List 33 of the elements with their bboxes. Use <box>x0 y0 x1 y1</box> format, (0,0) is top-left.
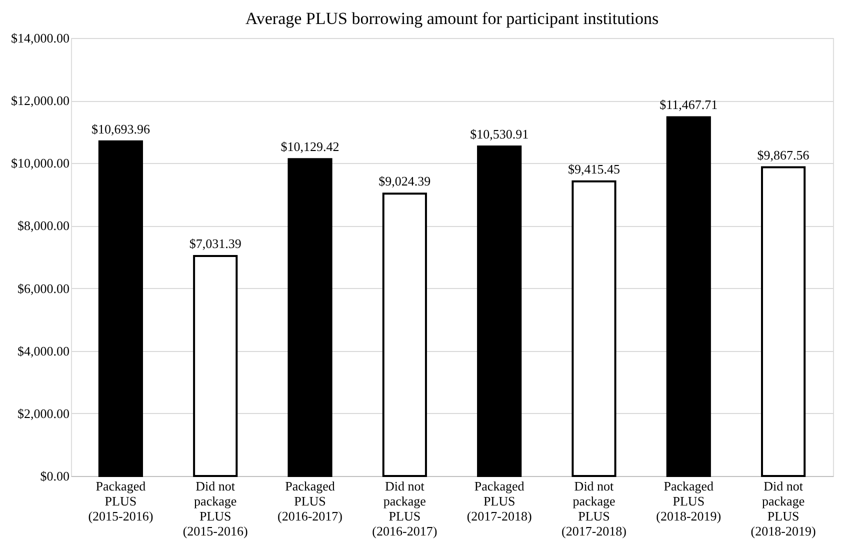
x-tick-label: Did not package PLUS (2015-2016) <box>182 478 248 538</box>
data-label: $9,415.45 <box>568 161 620 176</box>
x-tick-label: Did not package PLUS (2018-2019) <box>750 478 816 538</box>
x-tick-label: Packaged PLUS (2018-2019) <box>656 478 722 524</box>
y-tick-label: $14,000.00 <box>11 30 70 46</box>
bar <box>98 140 143 477</box>
y-tick-label: $10,000.00 <box>11 156 70 171</box>
y-tick-label: $6,000.00 <box>18 280 70 296</box>
data-label: $9,024.39 <box>378 174 431 189</box>
y-tick-label: $2,000.00 <box>18 406 70 421</box>
bar <box>382 192 427 477</box>
x-tick-label: Did not package PLUS (2017-2018) <box>561 478 626 538</box>
bar <box>761 166 806 477</box>
x-tick-label: Packaged PLUS (2016-2017) <box>278 478 343 524</box>
data-label: $9,867.56 <box>757 147 810 162</box>
x-tick-label: Did not package PLUS (2016-2017) <box>372 478 438 538</box>
bar <box>572 180 616 477</box>
data-label: $10,129.42 <box>280 139 340 154</box>
bar <box>477 146 522 477</box>
data-label: $10,693.96 <box>91 121 150 136</box>
data-label: $10,530.91 <box>470 126 529 142</box>
y-tick-label: $0.00 <box>40 468 70 484</box>
y-tick-label: $8,000.00 <box>18 218 70 234</box>
bar <box>288 158 332 477</box>
x-tick-label: Packaged PLUS (2017-2018) <box>466 478 532 524</box>
y-tick-label: $4,000.00 <box>18 343 70 358</box>
chart-title: Average PLUS borrowing amount for participant institutions <box>245 9 659 28</box>
data-label: $7,031.39 <box>189 236 242 252</box>
x-tick-label: Packaged PLUS (2015-2016) <box>88 478 154 524</box>
data-label: $11,467.71 <box>660 97 718 112</box>
y-tick-label: $12,000.00 <box>11 93 70 108</box>
bar <box>193 255 238 477</box>
bar <box>666 116 711 477</box>
